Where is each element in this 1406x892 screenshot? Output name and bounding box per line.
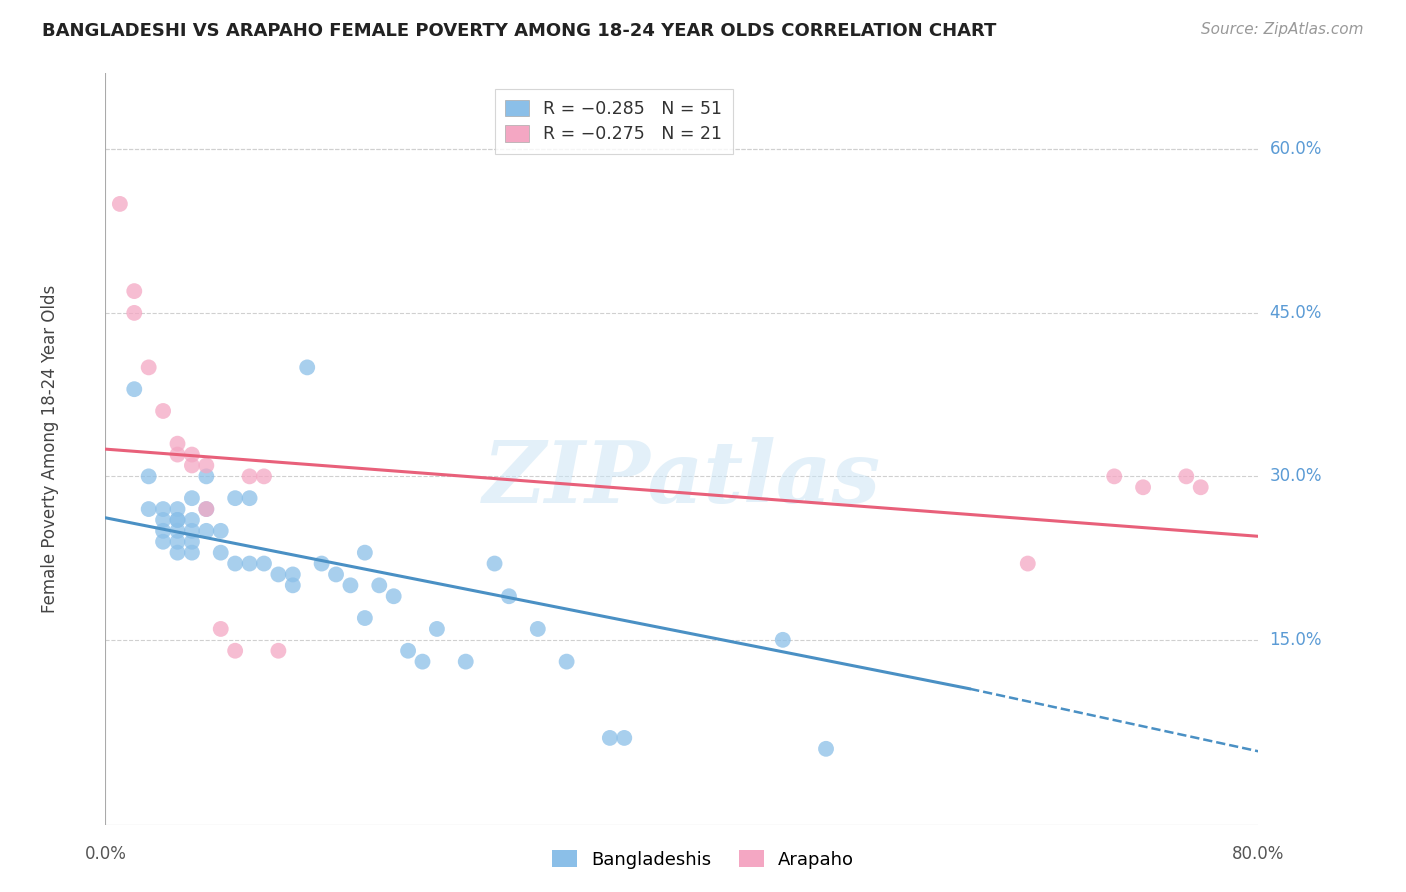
Point (239, 557, 262, 571)
Point (166, 524, 188, 538)
Text: Female Poverty Among 18-24 Year Olds: Female Poverty Among 18-24 Year Olds (41, 285, 59, 613)
Text: 15.0%: 15.0% (1270, 631, 1322, 648)
Point (152, 513, 174, 527)
Point (180, 458, 204, 473)
Point (1132, 480, 1154, 494)
Point (195, 469, 218, 483)
Point (108, 197, 131, 211)
Point (195, 502, 218, 516)
Point (209, 524, 232, 538)
Point (152, 524, 174, 538)
Point (180, 491, 204, 505)
Point (166, 448, 188, 462)
Point (152, 404, 174, 418)
Point (613, 731, 636, 745)
Point (1017, 557, 1039, 571)
Point (311, 557, 333, 571)
Point (281, 567, 304, 582)
Point (152, 534, 174, 549)
Point (195, 502, 218, 516)
Text: 0.0%: 0.0% (84, 845, 127, 863)
Point (166, 502, 188, 516)
Point (426, 622, 449, 636)
Point (297, 360, 319, 375)
Point (224, 644, 246, 658)
Point (267, 567, 290, 582)
Point (166, 513, 188, 527)
Point (267, 644, 290, 658)
Point (339, 578, 361, 592)
Point (138, 360, 160, 375)
Point (772, 632, 794, 647)
Legend: Bangladeshis, Arapaho: Bangladeshis, Arapaho (544, 843, 862, 876)
Point (180, 546, 204, 560)
Point (411, 655, 433, 669)
Point (1102, 469, 1125, 483)
Point (1189, 480, 1212, 494)
Point (599, 731, 621, 745)
Point (180, 524, 204, 538)
Text: BANGLADESHI VS ARAPAHO FEMALE POVERTY AMONG 18-24 YEAR OLDS CORRELATION CHART: BANGLADESHI VS ARAPAHO FEMALE POVERTY AM… (42, 22, 997, 40)
Text: ZIPatlas: ZIPatlas (482, 437, 882, 521)
Point (498, 589, 520, 603)
Point (209, 546, 232, 560)
Text: 80.0%: 80.0% (1232, 845, 1285, 863)
Point (454, 655, 477, 669)
Text: 60.0%: 60.0% (1270, 140, 1322, 159)
Point (368, 578, 391, 592)
Point (180, 448, 204, 462)
Point (253, 557, 276, 571)
Point (382, 589, 405, 603)
Point (180, 513, 204, 527)
Point (166, 546, 188, 560)
Point (209, 622, 232, 636)
Point (396, 644, 419, 658)
Point (180, 534, 204, 549)
Point (138, 502, 160, 516)
Point (195, 524, 218, 538)
Point (166, 534, 188, 549)
Point (166, 436, 188, 450)
Legend: R = −0.285   N = 51, R = −0.275   N = 21: R = −0.285 N = 51, R = −0.275 N = 21 (495, 89, 733, 153)
Point (224, 557, 246, 571)
Text: Source: ZipAtlas.com: Source: ZipAtlas.com (1201, 22, 1364, 37)
Point (124, 284, 146, 298)
Point (253, 469, 276, 483)
Point (354, 546, 377, 560)
Point (354, 611, 377, 625)
Text: 30.0%: 30.0% (1270, 467, 1322, 485)
Point (555, 655, 578, 669)
Point (281, 578, 304, 592)
Text: 45.0%: 45.0% (1270, 304, 1322, 322)
Point (815, 741, 838, 756)
Point (124, 306, 146, 320)
Point (224, 491, 246, 505)
Point (195, 458, 218, 473)
Point (527, 622, 550, 636)
Point (124, 382, 146, 396)
Point (239, 469, 262, 483)
Point (138, 469, 160, 483)
Point (325, 567, 347, 582)
Point (484, 557, 506, 571)
Point (1175, 469, 1198, 483)
Point (239, 491, 262, 505)
Point (152, 502, 174, 516)
Point (166, 513, 188, 527)
